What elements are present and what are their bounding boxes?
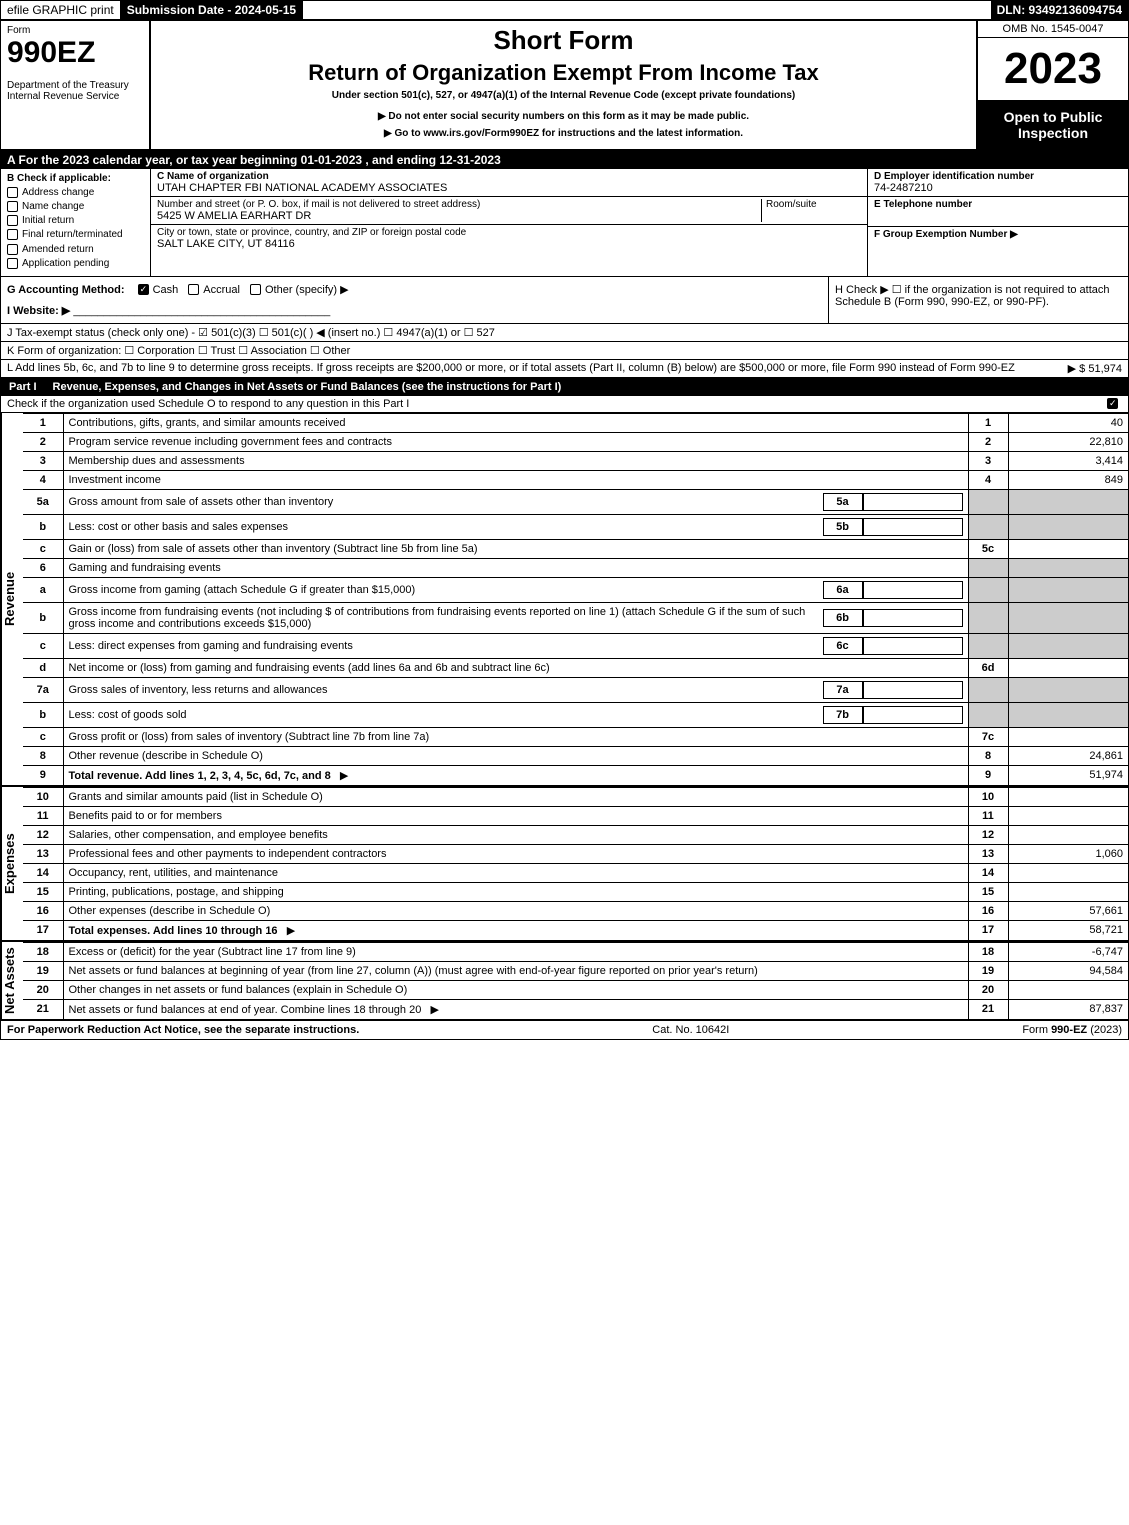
f-group-label: F Group Exemption Number ▶ — [874, 229, 1122, 240]
netassets-table: 18Excess or (deficit) for the year (Subt… — [23, 942, 1128, 1019]
b-label: Check if applicable: — [17, 173, 111, 184]
footer-left: For Paperwork Reduction Act Notice, see … — [7, 1024, 359, 1036]
line-b: bLess: cost or other basis and sales exp… — [23, 514, 1128, 539]
org-city: SALT LAKE CITY, UT 84116 — [157, 238, 861, 250]
line-c: cLess: direct expenses from gaming and f… — [23, 633, 1128, 658]
title-return: Return of Organization Exempt From Incom… — [155, 60, 972, 86]
line-d: dNet income or (loss) from gaming and fu… — [23, 658, 1128, 677]
line-5a: 5aGross amount from sale of assets other… — [23, 489, 1128, 514]
k-form-org: K Form of organization: ☐ Corporation ☐ … — [1, 342, 1128, 360]
b-check-address-change[interactable]: Address change — [7, 187, 144, 198]
line-1: 1Contributions, gifts, grants, and simil… — [23, 413, 1128, 432]
expenses-section-label: Expenses — [1, 787, 23, 940]
line-19: 19Net assets or fund balances at beginni… — [23, 961, 1128, 980]
revenue-section-label: Revenue — [1, 413, 23, 785]
line-13: 13Professional fees and other payments t… — [23, 844, 1128, 863]
title-short-form: Short Form — [155, 25, 972, 56]
g-opt-0[interactable]: Cash — [138, 284, 179, 296]
b-check-name-change[interactable]: Name change — [7, 201, 144, 212]
line-b: bLess: cost of goods sold7b — [23, 702, 1128, 727]
part1-title: Revenue, Expenses, and Changes in Net As… — [45, 378, 1128, 396]
part1-bar: Part I Revenue, Expenses, and Changes in… — [1, 378, 1128, 396]
form-number: 990EZ — [7, 36, 143, 70]
note-ssn: ▶ Do not enter social security numbers o… — [155, 111, 972, 122]
part1-label: Part I — [1, 378, 45, 396]
revenue-table: 1Contributions, gifts, grants, and simil… — [23, 413, 1128, 785]
row-a-period: A For the 2023 calendar year, or tax yea… — [1, 151, 1128, 169]
part1-checkbox[interactable] — [1107, 398, 1118, 409]
org-name: UTAH CHAPTER FBI NATIONAL ACADEMY ASSOCI… — [157, 182, 861, 194]
c-city-label: City or town, state or province, country… — [157, 227, 861, 238]
expenses-table: 10Grants and similar amounts paid (list … — [23, 787, 1128, 940]
line-2: 2Program service revenue including gover… — [23, 432, 1128, 451]
room-suite-label: Room/suite — [761, 199, 861, 222]
b-check-amended-return[interactable]: Amended return — [7, 244, 144, 255]
line-20: 20Other changes in net assets or fund ba… — [23, 980, 1128, 999]
omb-number: OMB No. 1545-0047 — [978, 21, 1128, 38]
note-link[interactable]: ▶ Go to www.irs.gov/Form990EZ for instru… — [155, 128, 972, 139]
g-opt-1[interactable]: Accrual — [188, 284, 240, 296]
line-12: 12Salaries, other compensation, and empl… — [23, 825, 1128, 844]
dept-label: Department of the Treasury Internal Reve… — [7, 80, 143, 102]
b-check-application-pending[interactable]: Application pending — [7, 258, 144, 269]
l-text: L Add lines 5b, 6c, and 7b to line 9 to … — [7, 362, 1022, 375]
line-8: 8Other revenue (describe in Schedule O)8… — [23, 746, 1128, 765]
line-17: 17Total expenses. Add lines 10 through 1… — [23, 920, 1128, 940]
line-6: 6Gaming and fundraising events — [23, 558, 1128, 577]
submission-date: Submission Date - 2024-05-15 — [121, 1, 303, 19]
org-street: 5425 W AMELIA EARHART DR — [157, 210, 761, 222]
line-15: 15Printing, publications, postage, and s… — [23, 882, 1128, 901]
line-7a: 7aGross sales of inventory, less returns… — [23, 677, 1128, 702]
footer-catno: Cat. No. 10642I — [652, 1024, 729, 1036]
tax-year: 2023 — [978, 38, 1128, 101]
b-check-final-return-terminated[interactable]: Final return/terminated — [7, 229, 144, 240]
line-b: bGross income from fundraising events (n… — [23, 602, 1128, 633]
line-9: 9Total revenue. Add lines 1, 2, 3, 4, 5c… — [23, 765, 1128, 785]
h-check: H Check ▶ ☐ if the organization is not r… — [828, 277, 1128, 323]
subtitle: Under section 501(c), 527, or 4947(a)(1)… — [155, 90, 972, 101]
line-c: cGross profit or (loss) from sales of in… — [23, 727, 1128, 746]
dln: DLN: 93492136094754 — [991, 1, 1128, 19]
line-c: cGain or (loss) from sale of assets othe… — [23, 539, 1128, 558]
efile-label[interactable]: efile GRAPHIC print — [1, 1, 121, 19]
g-label: G Accounting Method: — [7, 284, 125, 296]
netassets-section-label: Net Assets — [1, 942, 23, 1019]
topbar: efile GRAPHIC print Submission Date - 20… — [1, 1, 1128, 21]
line-18: 18Excess or (deficit) for the year (Subt… — [23, 942, 1128, 961]
ein-value: 74-2487210 — [874, 182, 1122, 194]
line-11: 11Benefits paid to or for members11 — [23, 806, 1128, 825]
part1-check-text: Check if the organization used Schedule … — [7, 398, 409, 410]
form-word: Form — [7, 25, 143, 36]
j-tax-exempt: J Tax-exempt status (check only one) - ☑… — [1, 324, 1128, 342]
line-a: aGross income from gaming (attach Schedu… — [23, 577, 1128, 602]
b-check-initial-return[interactable]: Initial return — [7, 215, 144, 226]
line-16: 16Other expenses (describe in Schedule O… — [23, 901, 1128, 920]
c-street-label: Number and street (or P. O. box, if mail… — [157, 199, 761, 210]
g-opt-2[interactable]: Other (specify) ▶ — [250, 284, 349, 296]
l-amount: ▶ $ 51,974 — [1022, 362, 1122, 375]
d-ein-label: D Employer identification number — [874, 171, 1122, 182]
e-phone-label: E Telephone number — [874, 199, 1122, 210]
line-14: 14Occupancy, rent, utilities, and mainte… — [23, 863, 1128, 882]
line-4: 4Investment income4849 — [23, 470, 1128, 489]
line-3: 3Membership dues and assessments33,414 — [23, 451, 1128, 470]
i-website: I Website: ▶ — [7, 305, 70, 317]
open-inspection: Open to Public Inspection — [978, 101, 1128, 149]
line-10: 10Grants and similar amounts paid (list … — [23, 787, 1128, 806]
c-name-label: C Name of organization — [157, 171, 861, 182]
section-bcdef: B Check if applicable: Address changeNam… — [1, 169, 1128, 277]
line-21: 21Net assets or fund balances at end of … — [23, 999, 1128, 1019]
form-header: Form 990EZ Department of the Treasury In… — [1, 21, 1128, 151]
footer-formref: Form 990-EZ (2023) — [1022, 1024, 1122, 1036]
